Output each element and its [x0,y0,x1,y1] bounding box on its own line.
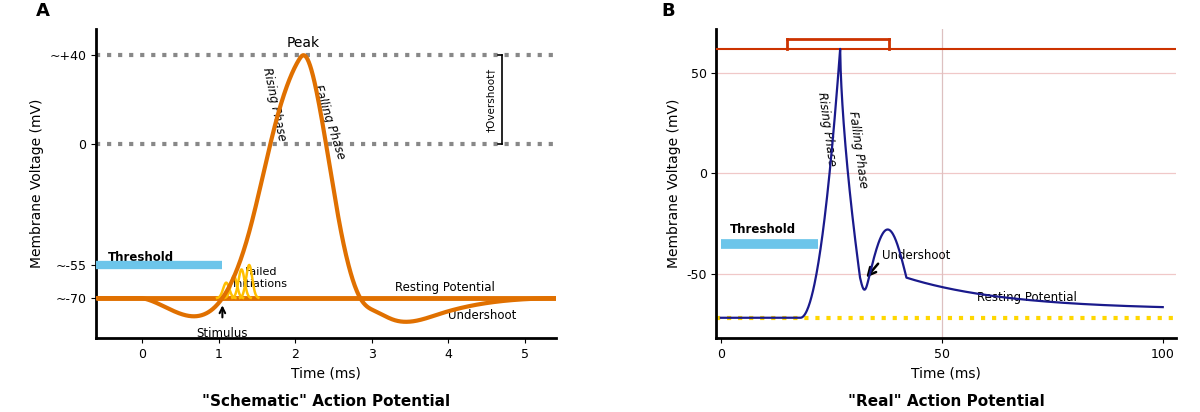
Text: Peak: Peak [287,36,319,50]
Text: Failed
Initiations: Failed Initiations [233,267,288,289]
Text: Threshold: Threshold [108,251,174,264]
Text: Threshold: Threshold [730,223,796,236]
Text: "Schematic" Action Potential: "Schematic" Action Potential [202,394,450,409]
Text: A: A [36,2,50,21]
Text: Falling Phase: Falling Phase [846,110,870,189]
Text: Rising Phase: Rising Phase [259,66,288,142]
Text: Undershoot: Undershoot [449,309,517,322]
Text: Rising Phase: Rising Phase [815,91,839,167]
Text: B: B [661,2,674,21]
Text: Resting Potential: Resting Potential [977,291,1078,304]
Y-axis label: Membrane Voltage (mV): Membrane Voltage (mV) [30,98,43,268]
Y-axis label: Membrane Voltage (mV): Membrane Voltage (mV) [667,98,680,268]
X-axis label: Time (ms): Time (ms) [290,366,361,380]
Text: Stimulus: Stimulus [197,327,248,340]
Text: "Real" Action Potential: "Real" Action Potential [848,394,1044,409]
X-axis label: Time (ms): Time (ms) [911,366,982,380]
Text: Resting Potential: Resting Potential [395,281,494,294]
Text: †Overshoot†: †Overshoot† [486,67,496,132]
Text: Falling Phase: Falling Phase [312,82,348,161]
Text: Undershoot: Undershoot [882,249,950,262]
